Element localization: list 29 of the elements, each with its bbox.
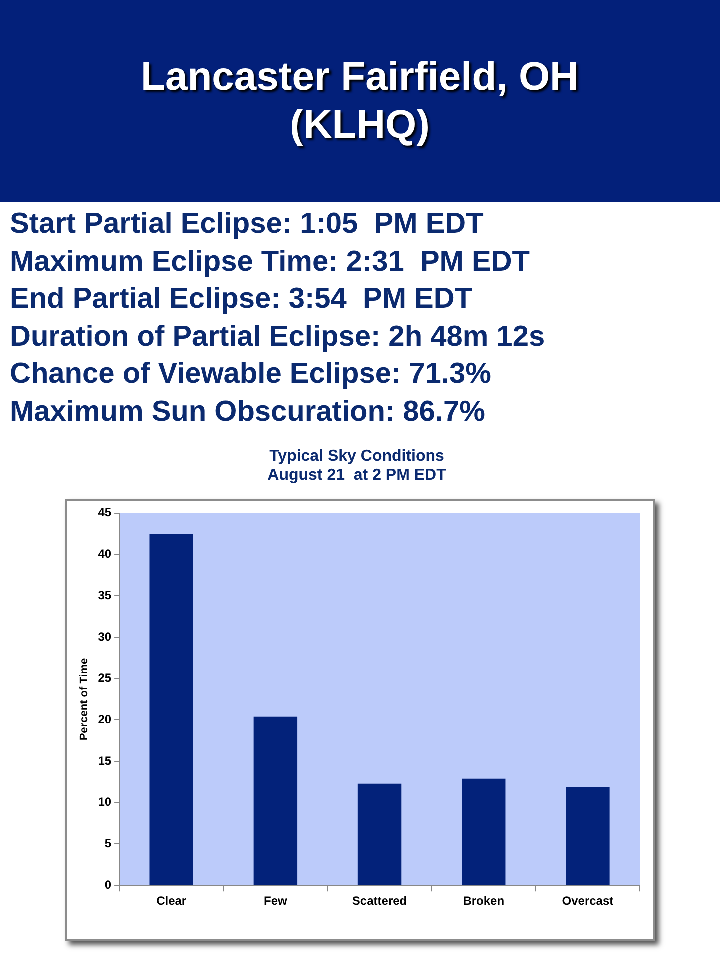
y-tick-label: 15 <box>98 754 112 768</box>
bar <box>254 716 298 886</box>
y-tick-label: 0 <box>104 878 112 892</box>
x-tick-label: Few <box>264 894 288 908</box>
chart-subtitle: Typical Sky Conditions August 21 at 2 PM EDT <box>268 448 447 484</box>
text: Duration of Partial Eclipse: 2h 48m 12s <box>10 320 546 354</box>
y-tick-label: 20 <box>98 712 112 726</box>
y-tick-label: 45 <box>98 506 112 520</box>
bar <box>358 784 402 886</box>
text: End Partial Eclipse: 3:54 PM EDT <box>10 282 474 317</box>
x-tick-label: Broken <box>463 894 505 908</box>
bar <box>566 787 610 886</box>
text: Chance of Viewable Eclipse: 71.3% <box>10 357 492 392</box>
y-tick-label: 30 <box>98 630 112 644</box>
y-tick-label: 40 <box>98 547 112 562</box>
bar <box>462 778 506 886</box>
x-tick-label: Overcast <box>562 894 614 908</box>
y-tick-label: 10 <box>98 795 112 810</box>
chart-title: Lancaster Fairfield, OH (KLHQ) <box>141 54 579 149</box>
y-tick-label: 5 <box>104 836 112 851</box>
y-tick-label: 25 <box>98 671 112 686</box>
text: Maximum Eclipse Time: 2:31 PM EDT <box>10 244 532 280</box>
text: Maximum Sun Obscuration: 86.7% <box>10 394 486 430</box>
x-tick-label: Scattered <box>352 894 408 908</box>
bar <box>150 534 194 886</box>
text: Start Partial Eclipse: 1:05 PM EDT <box>10 207 485 242</box>
x-tick-label: Clear <box>156 894 187 908</box>
y-axis-title: Percent of Time <box>78 658 91 741</box>
y-tick-label: 35 <box>98 588 112 602</box>
